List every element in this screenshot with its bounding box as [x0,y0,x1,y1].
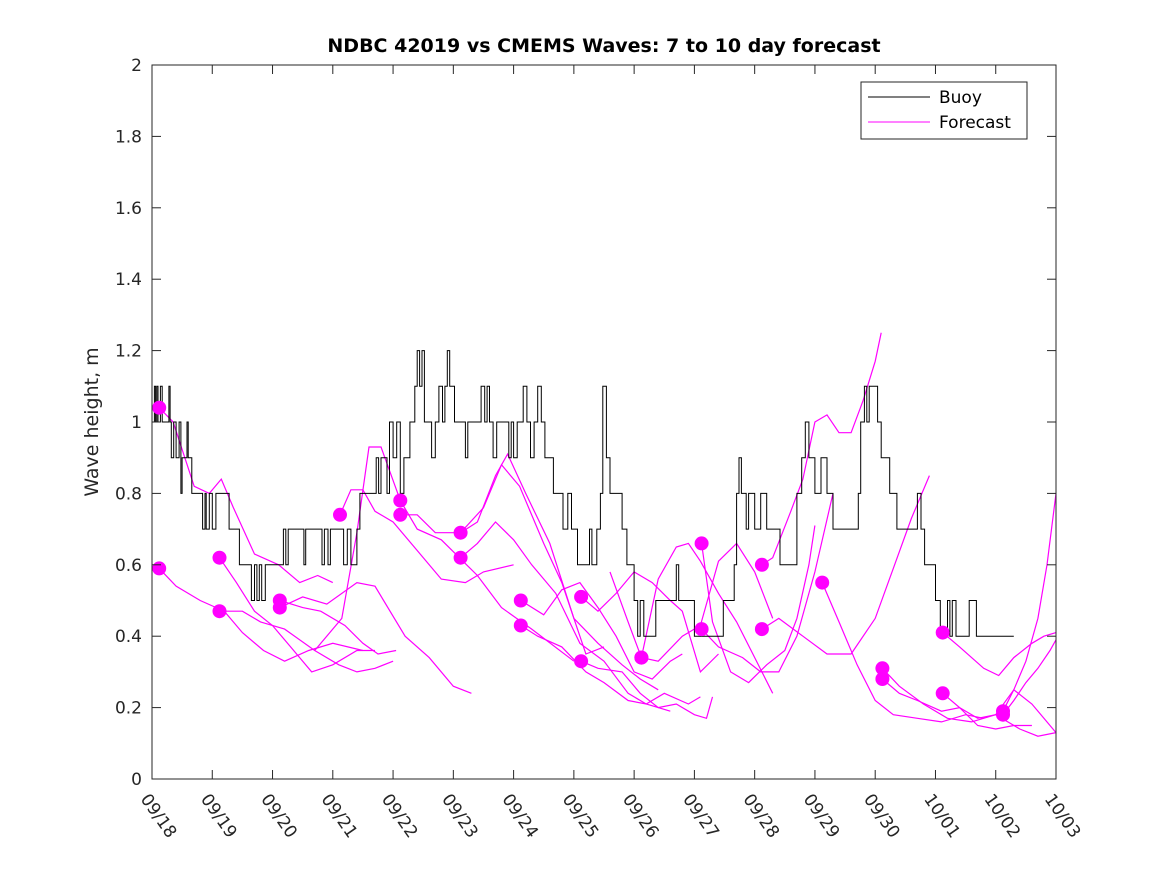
plot-area [152,65,1057,779]
forecast-line [942,688,1057,733]
forecast-line [761,475,930,655]
forecast-line [520,581,683,680]
chart-title: NDBC 42019 vs CMEMS Waves: 7 to 10 day f… [327,35,880,57]
y-axis-label: Wave height, m [81,347,103,496]
forecast-start-markers [152,400,1010,722]
legend: Buoy Forecast [860,81,1028,140]
forecast-line [1002,639,1057,716]
forecast-line [279,581,472,694]
y-tick-label: 0.6 [115,556,142,576]
forecast-line [158,567,364,662]
y-tick-label: 1.2 [115,342,142,362]
axes [151,64,1057,780]
forecast-line [219,557,375,673]
forecast-line [609,542,774,662]
y-tick-label: 1.8 [115,127,142,147]
legend-forecast-label: Forecast [939,113,1011,133]
forecast-start-marker [935,686,950,701]
legend-buoy-label: Buoy [939,88,982,108]
y-tick-label: 0.4 [115,627,142,647]
forecast-start-marker [935,625,950,640]
forecast-start-marker [152,400,167,415]
forecast-start-marker [996,707,1010,722]
y-tick-label: 0.8 [115,484,142,504]
forecast-start-marker [212,550,227,565]
forecast-start-marker [453,550,468,565]
forecast-line [339,489,514,584]
forecast-line [279,599,397,655]
forecast-line [701,525,816,684]
forecast-start-marker [513,618,528,633]
forecast-start-marker [453,525,468,540]
forecast-start-marker [875,661,890,676]
forecast-start-marker [694,536,709,551]
forecast-start-marker [754,557,769,572]
forecast-line [881,667,1057,737]
buoy-line [152,350,1014,637]
y-tick-label: 1.6 [115,199,142,219]
forecast-start-marker [815,575,830,590]
forecast-start-marker [513,593,528,608]
y-tick-labels: 0 0.2 0.4 0.6 0.8 1 1.2 1.4 1.6 1.8 2 [115,56,142,790]
forecast-start-marker [754,622,769,637]
forecast-start-marker [634,650,649,665]
forecast-line [640,542,774,694]
forecast-start-marker [393,507,408,522]
y-tick-label: 0 [131,770,142,790]
forecast-start-marker [875,672,890,686]
forecast-line [1002,493,1057,712]
forecast-line [821,582,984,723]
y-tick-label: 2 [131,56,142,76]
forecast-start-marker [574,654,589,669]
forecast-line [520,624,701,705]
forecast-start-marker [272,600,287,615]
forecast-start-marker [393,493,408,508]
forecast-line [460,521,671,712]
buoy-series [152,350,1014,637]
forecast-start-marker [694,622,709,637]
forecast-line [580,571,719,674]
plot-background [152,65,1056,779]
y-tick-label: 1.4 [115,270,142,290]
forecast-line [701,493,834,673]
forecast-start-marker [333,507,347,522]
forecast-line [460,452,659,691]
forecast-start-marker [212,604,227,619]
forecast-line [158,407,334,584]
forecast-line [942,632,1057,677]
legend-box [860,81,1028,140]
y-tick-label: 1 [131,413,142,433]
y-tick-label: 0.2 [115,699,142,719]
forecast-line [580,660,714,720]
forecast-start-marker [574,589,589,604]
forecast-start-marker [152,561,167,576]
